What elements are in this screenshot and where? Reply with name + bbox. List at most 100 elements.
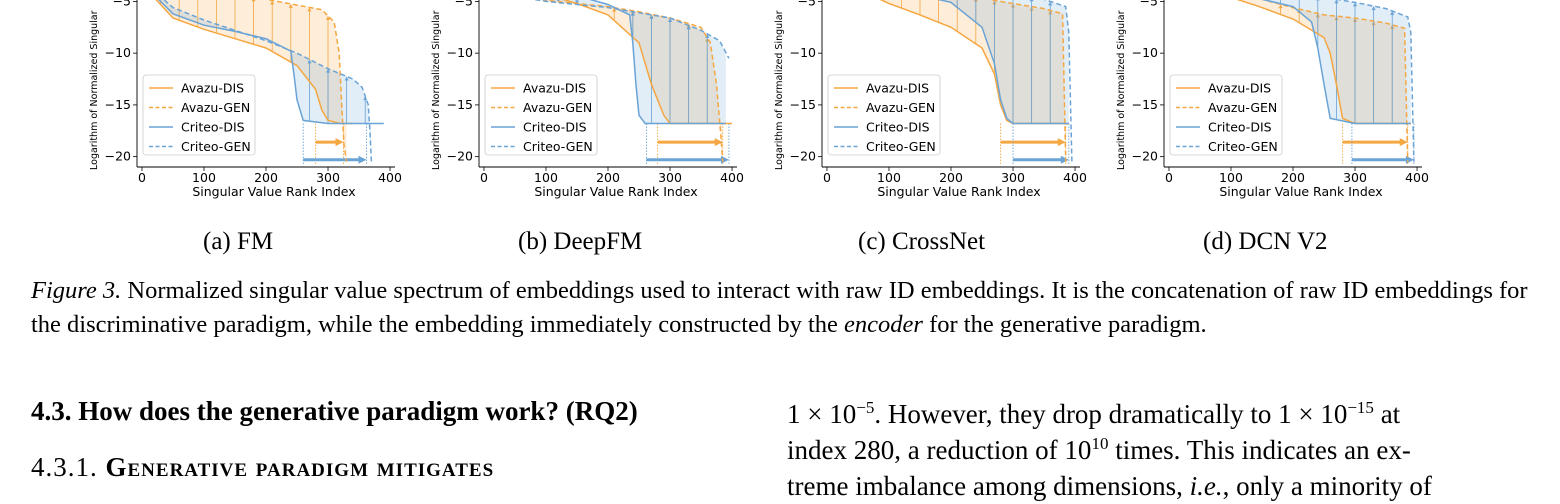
y-tick-label: −15 <box>447 97 473 112</box>
x-tick-label: 0 <box>138 170 146 185</box>
x-tick-label: 100 <box>534 170 558 185</box>
x-axis-label: Singular Value Rank Index <box>877 184 1040 199</box>
y-tick-label: −15 <box>790 97 816 112</box>
body-text-run: treme imbalance among dimensions, <box>787 471 1190 501</box>
x-tick-label: 200 <box>596 170 620 185</box>
y-axis-label: Logarithm of Normalized Singular <box>1116 10 1127 170</box>
body-line-3: treme imbalance among dimensions, i.e., … <box>787 468 1497 504</box>
criteo-rank-arrow-head <box>358 156 366 164</box>
subcaption-c: (c) CrossNet <box>858 228 985 256</box>
legend-label: Criteo-DIS <box>1208 120 1272 135</box>
subsection-number: 4.3.1. <box>31 452 106 482</box>
chart-svg-c: 0 100 200 300 400 −5 −10 −15 −20 Singular Value R… <box>770 0 1130 205</box>
x-tick-label: 300 <box>1001 170 1025 185</box>
body-line-2: index 280, a reduction of 1010 times. Th… <box>787 432 1497 468</box>
y-tick-label: −20 <box>1132 149 1158 164</box>
chart-panel-d: 0 100 200 300 400 −5 −10 −15 −20 Singular Value R… <box>1112 0 1472 205</box>
chart-panel-c: 0 100 200 300 400 −5 −10 −15 −20 Singular Value R… <box>770 0 1130 205</box>
x-tick-label: 300 <box>658 170 682 185</box>
legend-label: Criteo-DIS <box>523 120 587 135</box>
figure-caption: Figure 3. Normalized singular value spec… <box>31 274 1531 342</box>
subcaption-b: (b) DeepFM <box>518 228 642 256</box>
body-text-run: , only a minority of <box>1223 471 1432 501</box>
body-emphasis: i.e. <box>1190 471 1223 501</box>
caption-emphasis: encoder <box>844 311 923 338</box>
subsection-heading: 4.3.1. Generative paradigm mitigates <box>31 452 494 483</box>
x-tick-label: 400 <box>1063 170 1087 185</box>
legend-label: Criteo-DIS <box>866 120 930 135</box>
body-text-run: at <box>1374 399 1400 429</box>
y-tick-label: −20 <box>447 149 473 164</box>
body-text-run: index 280, a reduction of 10 <box>787 435 1091 465</box>
y-tick-label: −5 <box>798 0 816 8</box>
superscript: −5 <box>856 398 874 417</box>
x-tick-label: 100 <box>192 170 216 185</box>
avazu-arrow-head <box>252 0 256 1</box>
chart-svg-d: 0 100 200 300 400 −5 −10 −15 −20 Singular Value R… <box>1112 0 1472 205</box>
y-tick-label: −5 <box>455 0 473 8</box>
legend-label: Criteo-GEN <box>181 139 251 154</box>
criteo-rank-arrow-head <box>1061 156 1069 164</box>
x-tick-label: 0 <box>1165 170 1173 185</box>
caption-text-1: Normalized singular value spectrum of em… <box>31 277 1528 338</box>
legend-label: Avazu-GEN <box>1208 100 1277 115</box>
y-tick-label: −20 <box>105 149 131 164</box>
legend-label: Avazu-GEN <box>866 100 935 115</box>
y-axis-label: Logarithm of Normalized Singular <box>89 10 100 170</box>
figure-label: Figure 3. <box>31 277 121 304</box>
x-axis-label: Singular Value Rank Index <box>192 184 355 199</box>
subcaption-a: (a) FM <box>203 228 273 256</box>
caption-text-2: for the generative paradigm. <box>923 311 1207 338</box>
body-line-1: 1 × 10−5. However, they drop dramaticall… <box>787 396 1497 432</box>
avazu-rank-arrow-head <box>1058 138 1066 146</box>
body-text-run: 1 × 10 <box>787 399 856 429</box>
avazu-rank-arrow-head <box>336 138 344 146</box>
section-heading: 4.3. How does the generative paradigm wo… <box>31 396 638 427</box>
x-tick-label: 300 <box>316 170 340 185</box>
criteo-arrow-head <box>1030 0 1034 1</box>
legend-label: Criteo-GEN <box>1208 139 1278 154</box>
x-tick-label: 400 <box>1405 170 1429 185</box>
legend-label: Avazu-DIS <box>866 81 929 96</box>
x-tick-label: 0 <box>480 170 488 185</box>
y-tick-label: −10 <box>447 45 473 60</box>
legend-label: Avazu-GEN <box>181 100 250 115</box>
x-tick-label: 200 <box>254 170 278 185</box>
x-tick-label: 300 <box>1343 170 1367 185</box>
x-tick-label: 200 <box>939 170 963 185</box>
y-axis-label: Logarithm of Normalized Singular <box>774 10 785 170</box>
body-text-run: times. This indicates an ex- <box>1108 435 1410 465</box>
body-text-run: . However, they drop dramatically to 1 ×… <box>874 399 1347 429</box>
superscript: −15 <box>1347 398 1374 417</box>
x-tick-label: 100 <box>877 170 901 185</box>
x-tick-label: 0 <box>823 170 831 185</box>
x-axis-label: Singular Value Rank Index <box>1219 184 1382 199</box>
legend-label: Avazu-DIS <box>1208 81 1271 96</box>
x-tick-label: 400 <box>378 170 402 185</box>
x-tick-label: 200 <box>1281 170 1305 185</box>
legend-label: Avazu-DIS <box>523 81 586 96</box>
subsection-title: Generative paradigm mitigates <box>106 452 495 482</box>
y-tick-label: −10 <box>790 45 816 60</box>
legend-label: Criteo-GEN <box>866 139 936 154</box>
body-text: 1 × 10−5. However, they drop dramaticall… <box>787 396 1497 504</box>
chart-panel-a: 0 100 200 300 400 −5 −10 −15 −20 Singular Value R… <box>85 0 445 205</box>
legend-label: Avazu-DIS <box>181 81 244 96</box>
chart-svg-a: 0 100 200 300 400 −5 −10 −15 −20 Singular Value R… <box>85 0 445 205</box>
x-tick-label: 400 <box>720 170 744 185</box>
y-tick-label: −15 <box>105 97 131 112</box>
y-tick-label: −20 <box>790 149 816 164</box>
y-tick-label: −10 <box>105 45 131 60</box>
x-tick-label: 100 <box>1219 170 1243 185</box>
chart-svg-b: 0 100 200 300 400 −5 −10 −15 −20 Singular Value R… <box>427 0 787 205</box>
legend-label: Criteo-DIS <box>181 120 245 135</box>
legend-label: Avazu-GEN <box>523 100 592 115</box>
y-tick-label: −5 <box>113 0 131 8</box>
legend-label: Criteo-GEN <box>523 139 593 154</box>
superscript: 10 <box>1091 434 1108 453</box>
y-tick-label: −15 <box>1132 97 1158 112</box>
x-axis-label: Singular Value Rank Index <box>534 184 697 199</box>
y-tick-label: −10 <box>1132 45 1158 60</box>
y-tick-label: −5 <box>1140 0 1158 8</box>
chart-panel-b: 0 100 200 300 400 −5 −10 −15 −20 Singular Value R… <box>427 0 787 205</box>
